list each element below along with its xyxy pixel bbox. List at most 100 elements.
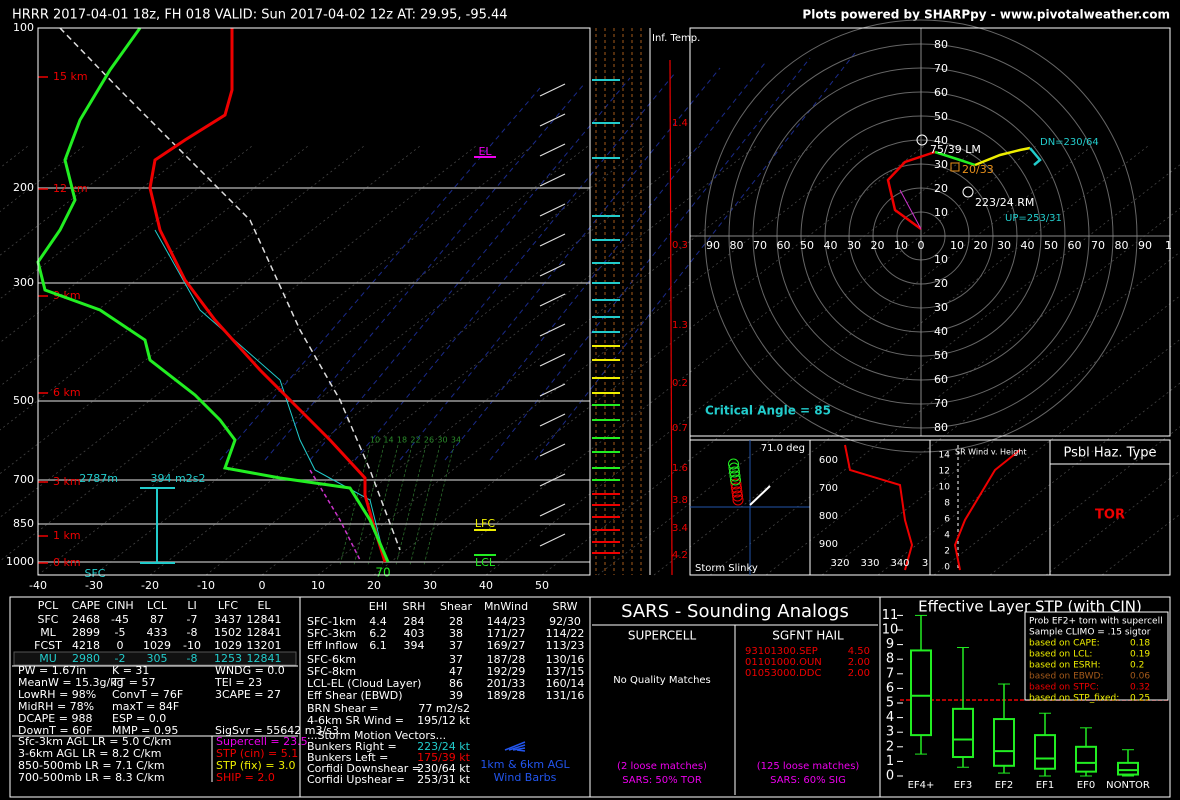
label: 20 [871,239,885,252]
label: 50 [800,239,814,252]
rule [219,87,541,461]
label: 3.8 [672,495,688,506]
label: LCL [475,556,496,569]
label: TT = 57 [111,676,155,689]
label: TEI = 23 [214,676,262,689]
label: Sample CLIMO = .15 sigtor [1029,628,1151,638]
label: 10 [950,239,964,252]
rule [0,145,421,475]
label: 40 [824,239,838,252]
label: -5 [115,626,126,639]
label: 0.32 [1130,683,1150,693]
label: 201/33 [487,677,526,690]
label: 22 [410,436,420,445]
label: 1000 [6,555,34,568]
label: based on STPC: [1029,683,1099,693]
label: 87 [150,613,164,626]
label: 50 [934,110,948,123]
label: TOR [1095,508,1125,523]
label: No Quality Matches [613,675,711,686]
label: 144/23 [487,615,526,628]
label: 10 [939,483,951,493]
label: 15 km [53,70,88,83]
rule [539,203,566,217]
frame [1049,439,1171,576]
label: -7 [187,613,198,626]
label: 1.4 [672,118,688,129]
label: Psbl Haz. Type [1063,446,1156,461]
label: WNDG = 0.0 [215,664,285,677]
slinky [728,458,739,470]
label: 47 [449,665,463,678]
label: 14 [939,451,951,461]
label: ConvT = 76F [112,688,183,701]
label: 10 [934,206,948,219]
label: 60 [777,239,791,252]
label: 131/16 [546,689,585,702]
rule [309,77,631,461]
label: ...Storm Motion Vectors... [307,729,446,742]
rule [539,443,566,457]
label: 70 [375,566,390,580]
rule [512,747,526,751]
label: -10 [183,639,201,652]
label: EL [257,599,271,612]
label: 40 [479,579,493,592]
box [952,707,974,759]
label: 0.19 [1130,650,1150,660]
label: SFC [85,567,106,580]
label: 18 [397,436,407,445]
label: SARS - Sounding Analogs [621,601,849,622]
label: 5 [886,696,894,711]
label: HRRR 2017-04-01 18z, FH 018 VALID: Sun 2… [12,8,508,23]
label: 1029 [214,639,242,652]
rule [539,113,566,127]
label: 6 km [53,386,81,399]
slinky [729,466,740,478]
label: DN=230/64 [1040,137,1099,148]
label: STP (fix) = 3.0 [216,759,296,772]
label: 2 [886,739,894,754]
label: 12841 [247,652,282,665]
label: 30 [934,301,948,314]
label: 92/30 [549,615,581,628]
label: 305 [147,652,168,665]
label: MeanW = 15.3g/kg [18,676,124,689]
label: 4 [886,710,894,725]
label: 320 [830,558,849,569]
label: 14 [383,436,393,445]
label: 50 [535,579,549,592]
label: Prob EF2+ torn with supercell [1029,617,1163,627]
label: LCL-EL (Cloud Layer) [307,677,421,690]
label: 70 [1091,239,1105,252]
label: 38 [449,627,463,640]
marker [916,134,928,146]
label: 2980 [72,652,100,665]
rule [0,145,141,256]
label: LFC [218,599,238,612]
label: SUPERCELL [628,629,697,643]
label: 1.6 [672,463,688,474]
label: 7 [886,666,894,681]
label: 192/29 [487,665,526,678]
label: 20 [974,239,988,252]
label: 90 [706,239,720,252]
label: 850 [13,517,34,530]
label: Bunkers Right = [307,740,397,753]
label: 70 [753,239,767,252]
label: 200 [13,181,34,194]
label: 26 [424,436,434,445]
label: 30 [934,158,948,171]
label: 8 [886,652,894,667]
label: Storm Slinky [695,563,758,574]
label: 500 [13,394,34,407]
label: PCL [38,599,59,612]
label: 160/14 [546,677,585,690]
label: -40 [29,579,47,592]
label: DownT = 60F [18,724,92,737]
rule [0,145,309,387]
label: Corfidi Downshear = [307,762,421,775]
rule [444,62,766,461]
label: 30 [437,436,447,445]
label: K = 31 [112,664,149,677]
